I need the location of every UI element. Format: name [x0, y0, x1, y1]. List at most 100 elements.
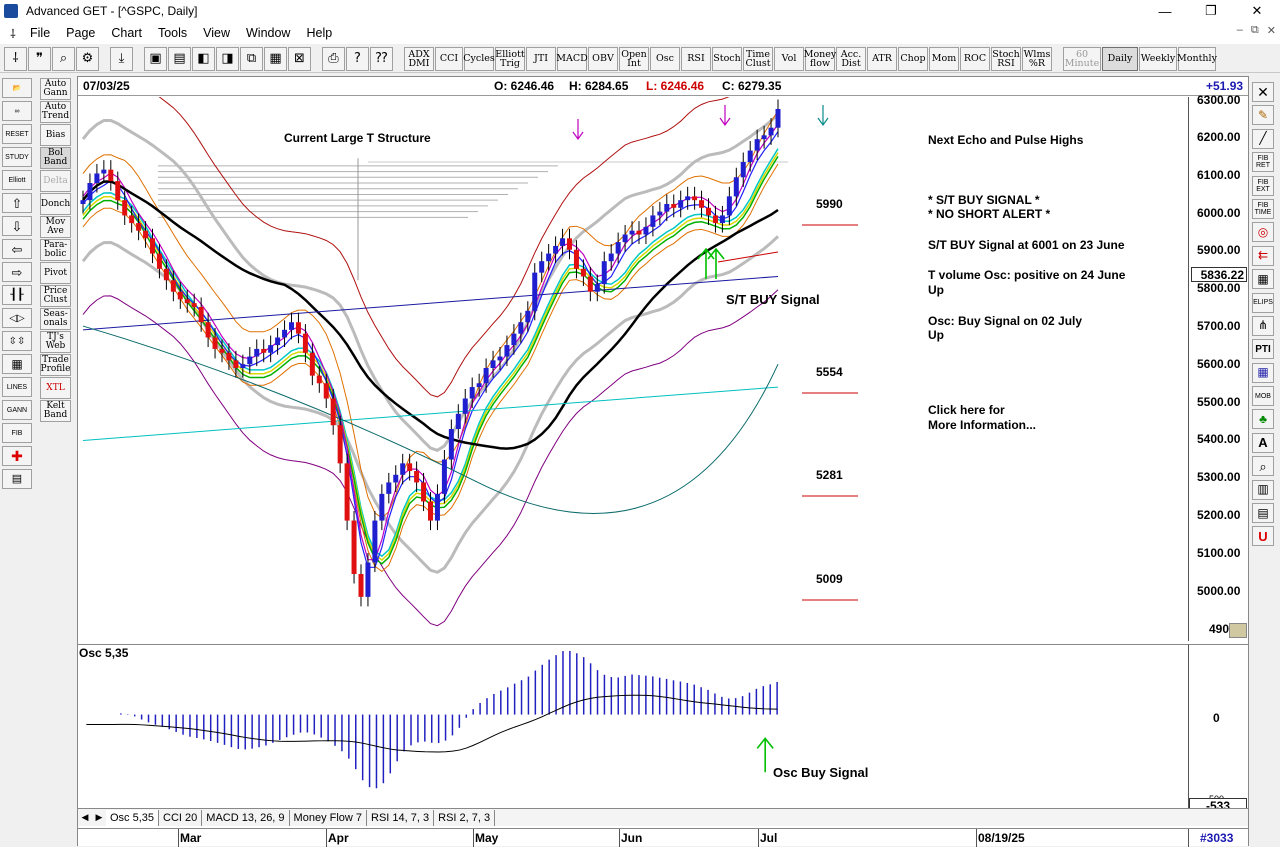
period-daily-button[interactable]: Daily — [1102, 46, 1138, 71]
gear-icon[interactable]: ⚙ — [76, 46, 99, 71]
bars-icon[interactable]: ┨┠ — [2, 285, 32, 305]
print-icon[interactable]: ⎙ — [322, 46, 345, 71]
study-chop-button[interactable]: Chop — [898, 46, 928, 71]
fib-circle-icon[interactable]: ◎ — [1252, 222, 1274, 243]
study-rsi-button[interactable]: RSI — [681, 46, 711, 71]
down-arrow-icon[interactable]: ⇩ — [2, 216, 32, 236]
binoculars-icon[interactable]: ∞ — [2, 101, 32, 121]
save-icon[interactable]: ▤ — [168, 46, 191, 71]
tab-scroll-left-icon[interactable]: ◀ — [81, 812, 89, 822]
delta-button[interactable]: Delta — [40, 170, 71, 192]
fib-ret-icon[interactable]: FIB RET — [1252, 152, 1274, 173]
up-arrow-icon[interactable]: ⇧ — [2, 193, 32, 213]
download-icon[interactable]: ⤓ — [110, 46, 133, 71]
doc-pin-icon[interactable]: ⸸ — [10, 26, 16, 41]
period-weekly-button[interactable]: Weekly — [1139, 46, 1177, 71]
lines-icon[interactable]: LINES — [2, 377, 32, 397]
pitchfork-icon[interactable]: ⋔ — [1252, 315, 1274, 336]
close-window-icon[interactable]: ⊠ — [288, 46, 311, 71]
mob-icon[interactable]: MOB — [1252, 386, 1274, 407]
menu-help[interactable]: Help — [306, 26, 333, 40]
study-vol-button[interactable]: Vol — [774, 46, 804, 71]
maximize-button[interactable]: ❐ — [1205, 3, 1217, 18]
arrows-icon[interactable]: ⇇ — [1252, 245, 1274, 266]
study-accdist-button[interactable]: Acc. Dist — [836, 46, 866, 71]
scale-icon[interactable] — [1229, 623, 1247, 638]
grid-icon[interactable]: ▦ — [1252, 269, 1274, 290]
price-clust-button[interactable]: Price Clust — [40, 285, 71, 307]
fib-ext-icon[interactable]: FIB EXT — [1252, 175, 1274, 196]
reset-icon[interactable]: RESET — [2, 124, 32, 144]
elliott-icon[interactable]: Elliott — [2, 170, 32, 190]
folder-icon[interactable]: ▣ — [144, 46, 167, 71]
mdi-restore-button[interactable]: ⧉ — [1250, 24, 1259, 36]
line-icon[interactable]: ╱ — [1252, 128, 1274, 149]
more-info-line1[interactable]: Click here for — [928, 403, 1005, 417]
bol-band-button[interactable]: Bol Band — [40, 147, 71, 169]
split-icon[interactable]: ◁▷ — [2, 308, 32, 328]
crosshair-icon[interactable]: ✚ — [2, 446, 32, 466]
study-moneyflow-button[interactable]: Money flow — [803, 46, 837, 71]
form-icon[interactable]: ▤ — [2, 469, 32, 489]
mov-ave-button[interactable]: Mov Ave — [40, 216, 71, 238]
study-osc-button[interactable]: Osc — [650, 46, 680, 71]
right-arrow-icon[interactable]: ⇨ — [2, 262, 32, 282]
mdi-close-button[interactable]: ✕ — [1266, 25, 1276, 37]
magnet-icon[interactable]: U — [1252, 526, 1274, 547]
magnifier-icon[interactable]: ⌕ — [52, 46, 75, 71]
study-roc-button[interactable]: ROC — [960, 46, 990, 71]
oscillator-chart[interactable] — [78, 644, 1188, 808]
price-axis[interactable]: 6300.00 6200.00 6100.00 6000.00 5900.00 … — [1188, 93, 1248, 641]
right-icon[interactable]: ◨ — [216, 46, 239, 71]
study-mom-button[interactable]: Mom — [929, 46, 959, 71]
seasonals-button[interactable]: Seas- onals — [40, 308, 71, 330]
menu-file[interactable]: File — [30, 26, 51, 40]
tab-money-flow[interactable]: Money Flow 7 — [290, 809, 368, 826]
mdi-minimize-button[interactable]: – — [1236, 24, 1243, 36]
price-chart[interactable] — [78, 97, 1188, 641]
grid-icon[interactable]: ▦ — [264, 46, 287, 71]
minimize-button[interactable]: — — [1158, 3, 1172, 19]
copy-icon[interactable]: ⧉ — [240, 46, 263, 71]
parabolic-button[interactable]: Para- bolic — [40, 239, 71, 261]
study-wlms-button[interactable]: Wlms %R — [1022, 46, 1052, 71]
study-openint-button[interactable]: Open Int — [619, 46, 649, 71]
sheet-icon[interactable]: ▤ — [1252, 503, 1274, 524]
tab-scroll-right-icon[interactable]: ▶ — [95, 812, 103, 822]
study-cci-button[interactable]: CCI — [435, 46, 463, 71]
bias-button[interactable]: Bias — [40, 124, 71, 146]
menu-tools[interactable]: Tools — [157, 26, 188, 40]
donch-button[interactable]: Donch — [40, 193, 71, 215]
pti-icon[interactable]: PTI — [1252, 339, 1274, 360]
study-obv-button[interactable]: OBV — [588, 46, 618, 71]
help-icon[interactable]: ? — [346, 46, 369, 71]
fib-time-icon[interactable]: FIB TIME — [1252, 198, 1274, 219]
study-cycles-button[interactable]: Cycles — [463, 46, 495, 71]
auto-gann-button[interactable]: Auto Gann — [40, 78, 71, 100]
pivot-button[interactable]: Pivot — [40, 262, 71, 284]
tree-icon[interactable]: ♣ — [1252, 409, 1274, 430]
xtl-button[interactable]: XTL — [40, 377, 71, 399]
grid-icon[interactable]: ▦ — [2, 354, 32, 374]
tab-rsi-14[interactable]: RSI 14, 7, 3 — [367, 809, 435, 826]
chart-icon[interactable]: ▥ — [1252, 479, 1274, 500]
study-stochrsi-button[interactable]: Stoch RSI — [991, 46, 1021, 71]
text-icon[interactable]: A — [1252, 432, 1274, 453]
study-atr-button[interactable]: ATR — [867, 46, 897, 71]
tjs-web-button[interactable]: TJ's Web — [40, 331, 71, 353]
study-jti-button[interactable]: JTI — [526, 46, 556, 71]
period-monthly-button[interactable]: Monthly — [1177, 46, 1217, 71]
menu-page[interactable]: Page — [66, 26, 96, 40]
auto-trend-button[interactable]: Auto Trend — [40, 101, 71, 123]
study-adx-button[interactable]: ADX DMI — [404, 46, 434, 71]
more-info-line2[interactable]: More Information... — [928, 418, 1036, 432]
kelt-band-button[interactable]: Kelt Band — [40, 400, 71, 422]
period-60min-button[interactable]: 60 Minute — [1063, 46, 1101, 71]
context-help-icon[interactable]: ⁇ — [370, 46, 393, 71]
study-stoch-button[interactable]: Stoch — [712, 46, 742, 71]
study-macd-button[interactable]: MACD — [556, 46, 588, 71]
gann-icon[interactable]: GANN — [2, 400, 32, 420]
tab-osc[interactable]: Osc 5,35 — [106, 809, 160, 826]
tab-rsi-2[interactable]: RSI 2, 7, 3 — [434, 809, 496, 826]
study-icon[interactable]: STUDY — [2, 147, 32, 167]
